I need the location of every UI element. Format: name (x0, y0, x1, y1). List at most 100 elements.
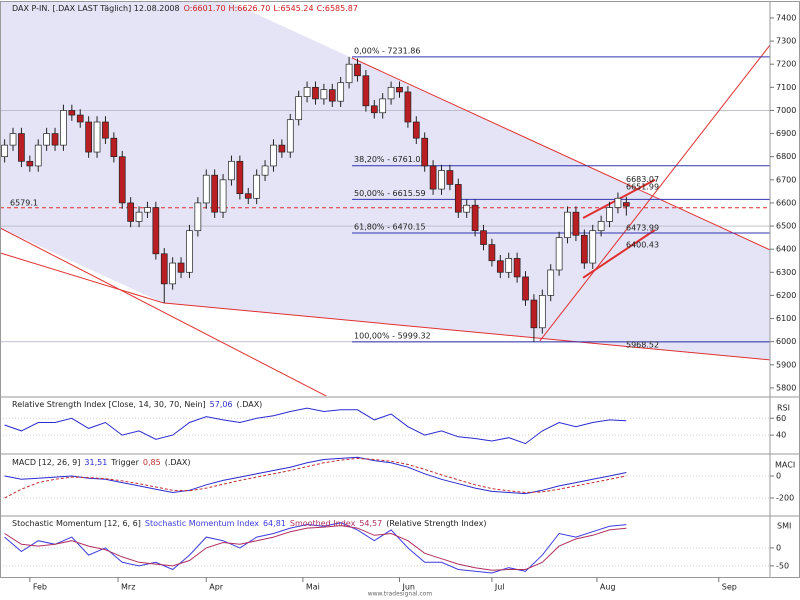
indicator-line (4, 522, 627, 574)
y-tick-label: 6100 (776, 314, 796, 323)
y-tick-label: 6500 (776, 222, 796, 231)
footer: www.tradesignal.com (368, 591, 433, 598)
y-tick-label: 7000 (776, 106, 796, 115)
smi-value: 64,81 (263, 519, 286, 528)
price-annotation: 5968.52 (626, 340, 659, 349)
candle-body (328, 89, 336, 102)
candle-body (253, 174, 261, 199)
candle-body (312, 86, 319, 100)
candle-body (43, 133, 50, 146)
x-tick-label: Apr (209, 583, 224, 592)
y-tick-label: 6900 (776, 129, 796, 138)
candle-body (580, 234, 588, 264)
candle-body (85, 121, 92, 153)
trend-line (351, 57, 770, 251)
candle-body (379, 98, 387, 114)
candle-body (135, 211, 143, 222)
y-tick-label: 7400 (776, 13, 796, 22)
candle-body (438, 170, 445, 190)
candle-body (530, 299, 538, 329)
ohlc-label: C:6585.87 (317, 4, 358, 13)
candle-body (429, 165, 437, 190)
candle-body (219, 179, 227, 213)
candle-body (597, 221, 605, 232)
trigger-value: 0,85 (143, 458, 161, 467)
candle-body (118, 156, 126, 204)
candle-body (513, 258, 521, 278)
x-tick-label: Jul (494, 583, 505, 592)
y-tick-label: 5800 (776, 383, 796, 392)
candle-body (354, 63, 361, 77)
candle-body (488, 244, 496, 262)
y-tick-label: 0 (776, 543, 781, 552)
rsi-panel (0, 407, 770, 445)
legend-entry: Stochastic Momentum Index (145, 519, 259, 528)
y-tick-label: 7200 (776, 60, 796, 69)
candle-body (278, 144, 286, 153)
ohlc-label: H:6626.70 (229, 4, 271, 13)
x-tick-label: Mrz (121, 583, 135, 592)
candle-body (236, 160, 244, 195)
indicator-line (4, 407, 627, 445)
price-annotation: 6400.43 (626, 241, 659, 250)
fib-label: 38,20% - 6761.03 (354, 155, 426, 164)
candle-body (60, 110, 67, 146)
candle-body (51, 133, 59, 146)
candle-body (127, 202, 134, 222)
candle-body (9, 133, 17, 146)
x-tick-label: Aug (600, 583, 616, 592)
x-tick-label: Jun (401, 583, 415, 592)
candle-body (160, 253, 168, 285)
rsi-title: Relative Strength Index [Close, 14, 30, … (12, 400, 206, 409)
candle-body (387, 86, 395, 100)
rsi-value: 57,06 (210, 400, 233, 409)
wedge-line (582, 229, 656, 279)
candle-body (286, 119, 294, 153)
candle-body (186, 230, 193, 273)
y-tick-label: 0 (776, 471, 781, 480)
candle-body (547, 269, 555, 296)
candle-body (564, 211, 571, 238)
candle-body (169, 262, 177, 285)
candle-body (295, 96, 303, 121)
y-tick-label: 6200 (776, 291, 796, 300)
candle-body (463, 204, 471, 213)
trend-line (539, 44, 770, 342)
y-tick-label: 6400 (776, 245, 796, 254)
axis-label: MACI (775, 461, 795, 470)
axis-label: SMI (777, 522, 791, 531)
macd-title: MACD [12, 26, 9] (12, 458, 80, 467)
macd-value: 31,51 (84, 458, 107, 467)
fib-label: 0,00% - 7231.86 (354, 46, 420, 55)
candle-body (93, 121, 101, 153)
y-tick-label: 7100 (776, 83, 796, 92)
smi-header: Stochastic Momentum [12, 6, 6] Stochastic… (12, 519, 486, 528)
y-tick-label: 6000 (776, 337, 796, 346)
reference-label: 6579.1 (10, 198, 38, 207)
candle-body (614, 197, 622, 208)
smi-source: (Relative Strength Index) (386, 519, 486, 528)
y-tick-label: 60 (776, 414, 786, 423)
y-tick-label: 40 (776, 431, 786, 440)
candle-body (370, 105, 378, 114)
price-annotation: 6683.07 (626, 175, 659, 184)
candle-body (202, 174, 210, 204)
price-title: DAX P-IN. [.DAX LAST Täglich] 12.08.2008 (12, 4, 180, 13)
price-annotation: 6651.99 (626, 182, 659, 191)
x-tick-label: Feb (33, 583, 47, 592)
trend-line (0, 252, 164, 304)
indicator-line (4, 456, 627, 495)
candle-body (362, 75, 370, 107)
candle-body (211, 174, 219, 213)
candle-body (396, 86, 403, 93)
legend-entry: Smoothed Index (290, 519, 356, 528)
y-tick-label: 6300 (776, 268, 796, 277)
y-tick-label: 6600 (776, 198, 796, 207)
y-tick-label: 6700 (776, 175, 796, 184)
candle-body (480, 230, 487, 245)
candle-body (26, 160, 34, 167)
trend-line (0, 227, 328, 396)
ohlc-label: O:6601.70 (184, 4, 226, 13)
y-tick-label: 5900 (776, 360, 796, 369)
